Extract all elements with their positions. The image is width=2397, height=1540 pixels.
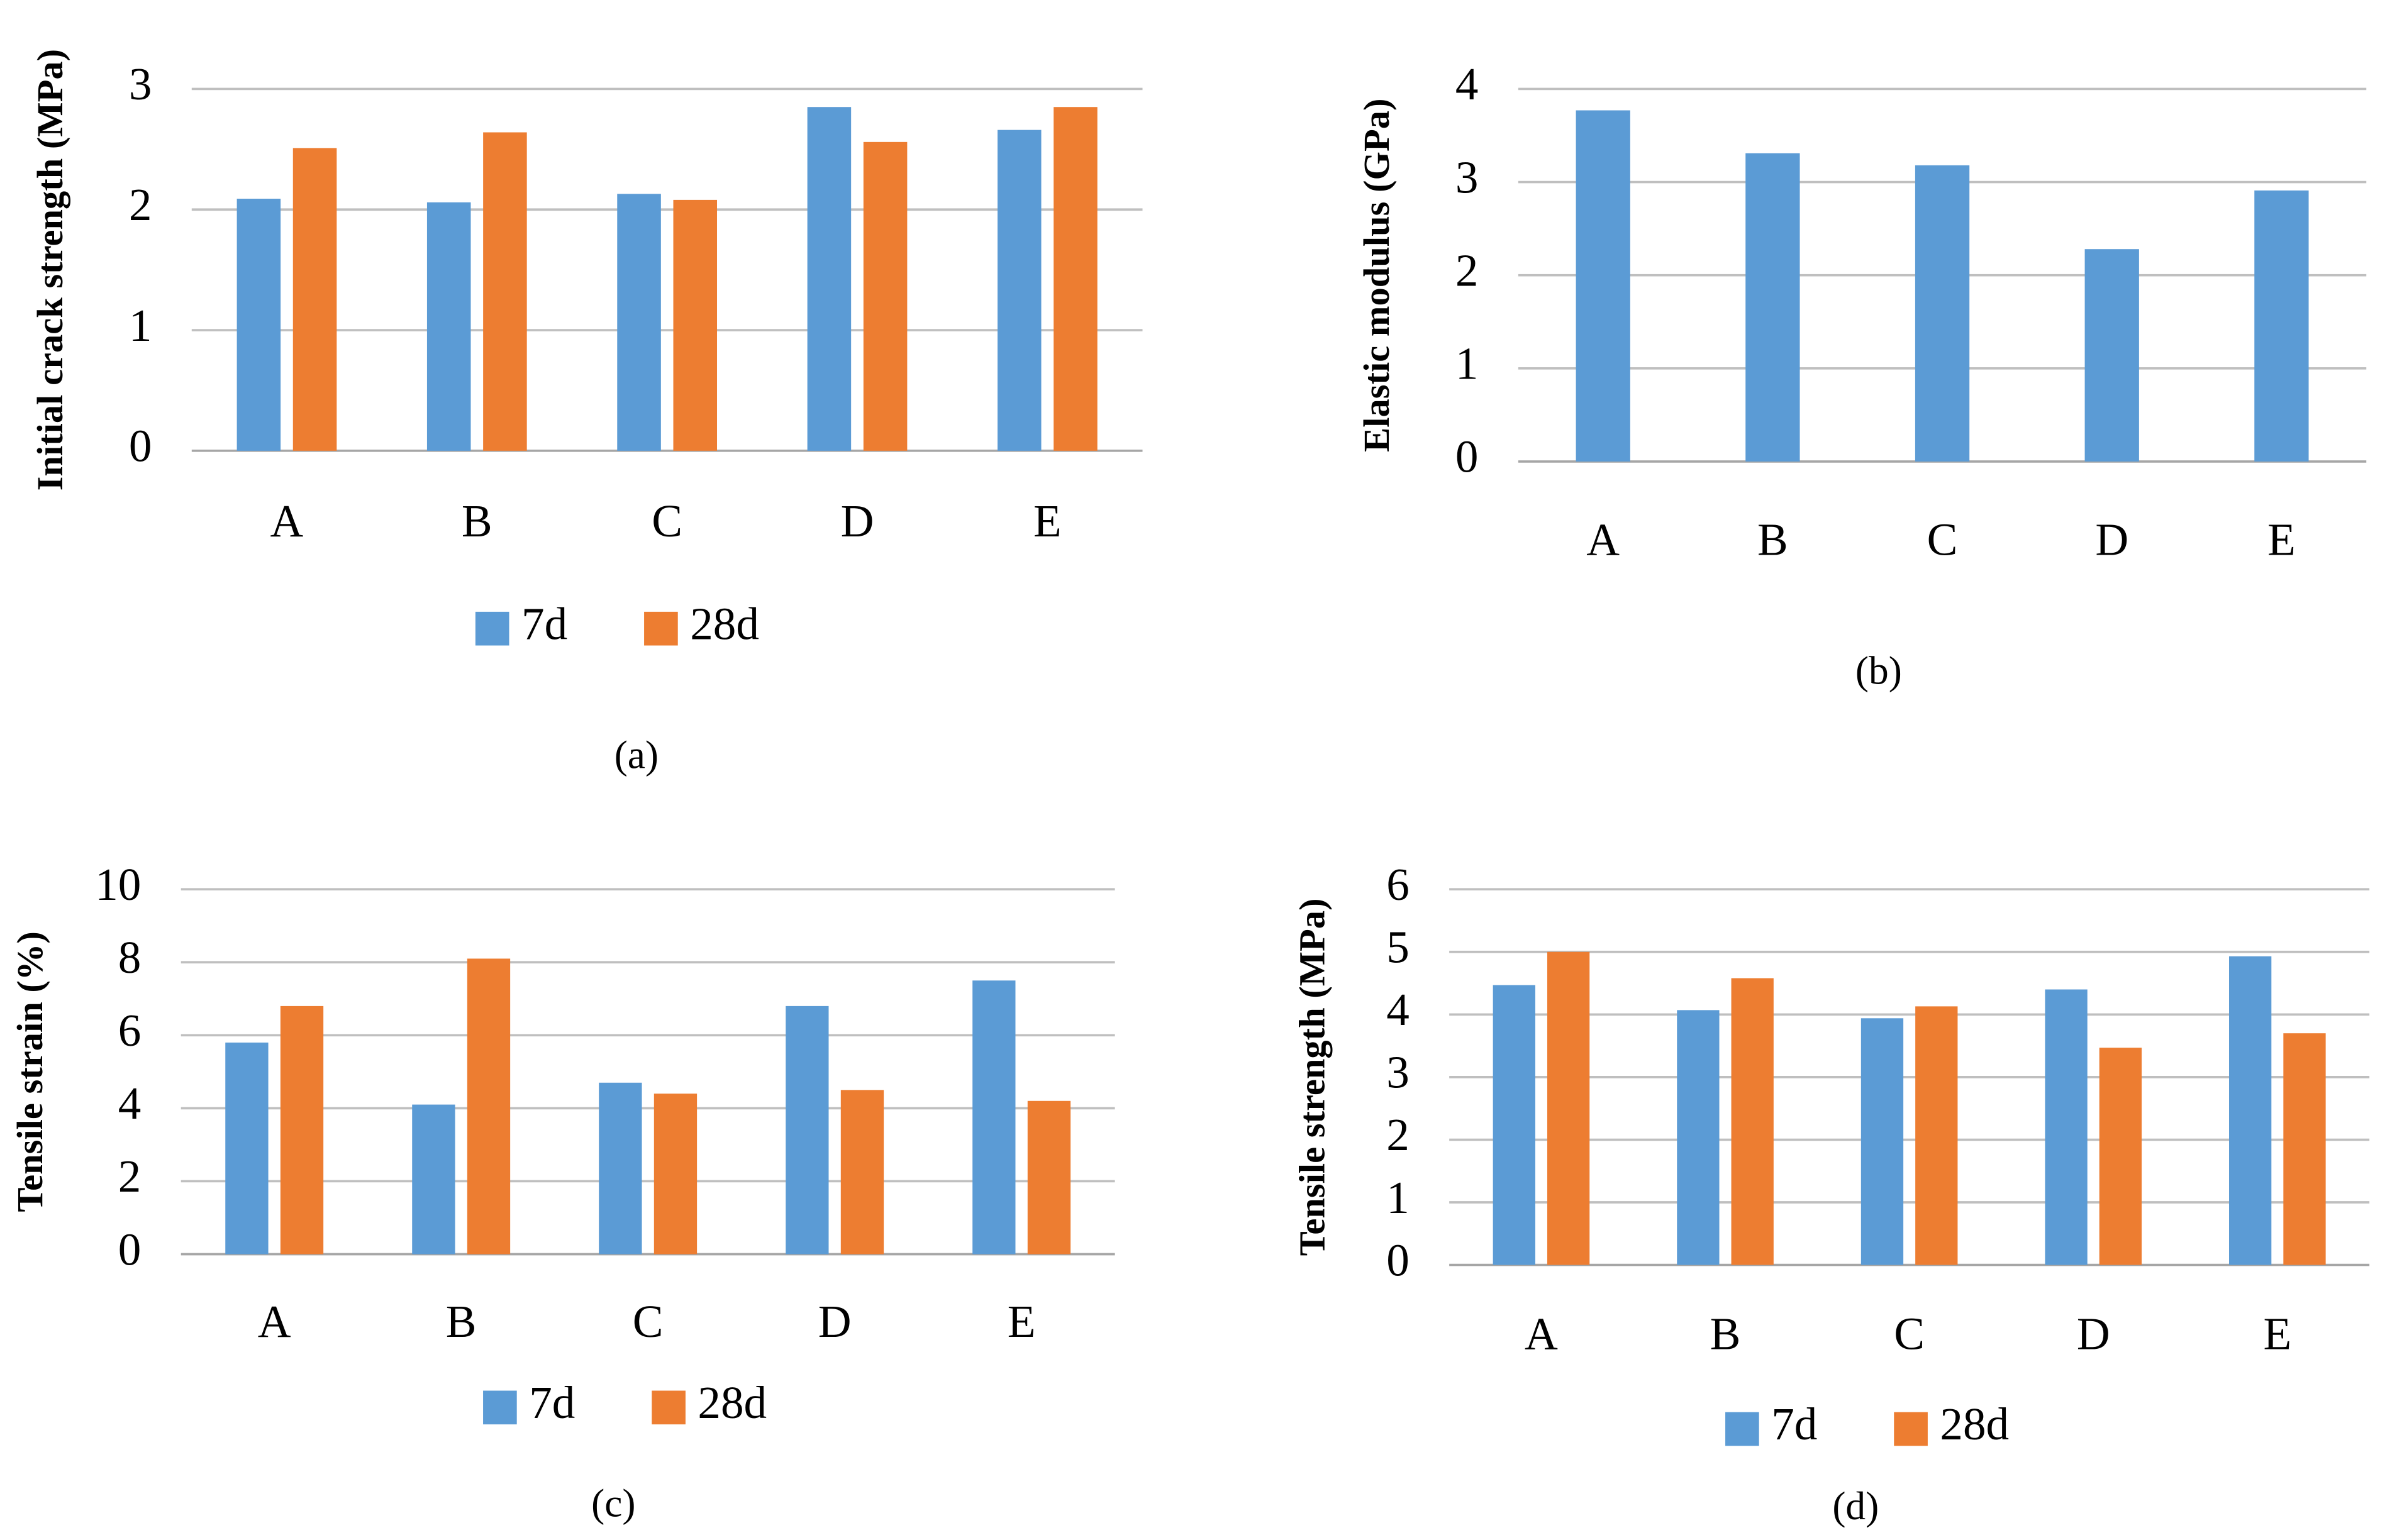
bar [1576, 110, 1630, 462]
bar [1731, 978, 1774, 1265]
bar [1027, 1100, 1071, 1255]
bar [807, 107, 852, 451]
y-tick-label: 2 [129, 179, 152, 230]
x-tick-label: A [258, 1296, 291, 1347]
x-tick-label: B [462, 496, 492, 546]
x-tick-label: D [841, 496, 874, 546]
bar [292, 148, 337, 451]
bar [483, 132, 527, 451]
x-tick-label: C [652, 496, 682, 546]
bar [1677, 1010, 1720, 1265]
x-tick-label: D [2095, 514, 2128, 565]
y-axis-label: Elastic modulus (GPa) [1356, 99, 1397, 452]
bar [426, 202, 471, 451]
bar [972, 980, 1016, 1255]
legend-label: 7d [529, 1377, 575, 1428]
caption: (c) [591, 1481, 635, 1525]
bar [1493, 985, 1535, 1265]
bar [653, 1094, 698, 1255]
legend-label: 28d [690, 598, 759, 649]
legend-swatch [1725, 1412, 1759, 1446]
bar [1745, 153, 1800, 462]
y-tick-label: 0 [118, 1224, 142, 1275]
y-axis-label: Tensile strength (MPa) [1291, 899, 1332, 1256]
x-tick-label: A [1586, 514, 1620, 565]
bar [2084, 249, 2139, 462]
y-tick-label: 1 [129, 300, 152, 351]
x-tick-label: D [2077, 1308, 2110, 1359]
bar [225, 1042, 269, 1255]
y-tick-label: 6 [118, 1005, 142, 1056]
bar [1915, 1006, 1958, 1265]
y-axis-label: Tensile strain (%) [9, 931, 50, 1212]
y-axis-label: Initial crack strength (MPa) [30, 49, 70, 490]
legend-label: 28d [698, 1377, 767, 1428]
caption: (b) [1855, 648, 1902, 692]
legend-swatch [1894, 1412, 1928, 1446]
x-tick-label: B [1757, 514, 1788, 565]
bar [786, 1005, 829, 1255]
legend-swatch [652, 1390, 686, 1425]
y-tick-label: 8 [118, 932, 142, 983]
bar [840, 1090, 884, 1255]
bar [2045, 989, 2088, 1265]
bar [2283, 1033, 2326, 1265]
legend-label: 7d [1771, 1399, 1817, 1449]
bar [2099, 1048, 2142, 1265]
bar [2254, 190, 2309, 462]
x-tick-label: C [1927, 514, 1958, 565]
y-tick-label: 2 [1386, 1109, 1410, 1160]
y-tick-label: 0 [1386, 1234, 1410, 1285]
y-tick-label: 10 [95, 859, 141, 910]
bar [467, 958, 511, 1255]
y-tick-label: 1 [1455, 338, 1479, 389]
bar [280, 1005, 324, 1255]
y-tick-label: 6 [1386, 859, 1410, 910]
y-tick-label: 3 [129, 58, 152, 109]
bar [1547, 951, 1590, 1265]
x-tick-label: E [2267, 514, 2296, 565]
y-tick-label: 1 [1386, 1172, 1410, 1223]
legend-swatch [483, 1390, 517, 1425]
legend-label: 28d [1940, 1399, 2009, 1449]
bar [236, 198, 281, 451]
legend-swatch [475, 611, 509, 646]
bar [599, 1082, 642, 1255]
y-tick-label: 0 [129, 421, 152, 472]
bar [997, 130, 1042, 451]
y-tick-label: 3 [1386, 1047, 1410, 1098]
y-tick-label: 4 [1455, 58, 1479, 109]
y-tick-label: 0 [1455, 431, 1479, 482]
x-tick-label: E [2263, 1308, 2291, 1359]
x-tick-label: A [270, 496, 304, 546]
bar [1054, 107, 1098, 451]
bar [863, 141, 908, 451]
x-tick-label: A [1525, 1308, 1558, 1359]
legend-label: 7d [521, 598, 567, 649]
legend-swatch [644, 611, 678, 646]
x-tick-label: E [1033, 496, 1062, 546]
bar [412, 1104, 455, 1255]
y-tick-label: 2 [1455, 245, 1479, 296]
y-tick-label: 2 [118, 1151, 142, 1202]
caption: (d) [1832, 1484, 1879, 1528]
bar [2229, 956, 2272, 1265]
y-tick-label: 4 [1386, 984, 1410, 1035]
bar [617, 194, 661, 451]
y-tick-label: 4 [118, 1078, 142, 1129]
y-tick-label: 3 [1455, 152, 1479, 202]
bar [673, 199, 718, 451]
bar [1860, 1018, 1904, 1265]
bar [1915, 165, 1970, 462]
x-tick-label: C [633, 1296, 664, 1347]
x-tick-label: D [818, 1296, 852, 1347]
x-tick-label: E [1008, 1296, 1036, 1347]
x-tick-label: B [446, 1296, 477, 1347]
caption: (a) [615, 733, 659, 777]
x-tick-label: B [1710, 1308, 1741, 1359]
x-tick-label: C [1894, 1308, 1925, 1359]
y-tick-label: 5 [1386, 922, 1410, 973]
